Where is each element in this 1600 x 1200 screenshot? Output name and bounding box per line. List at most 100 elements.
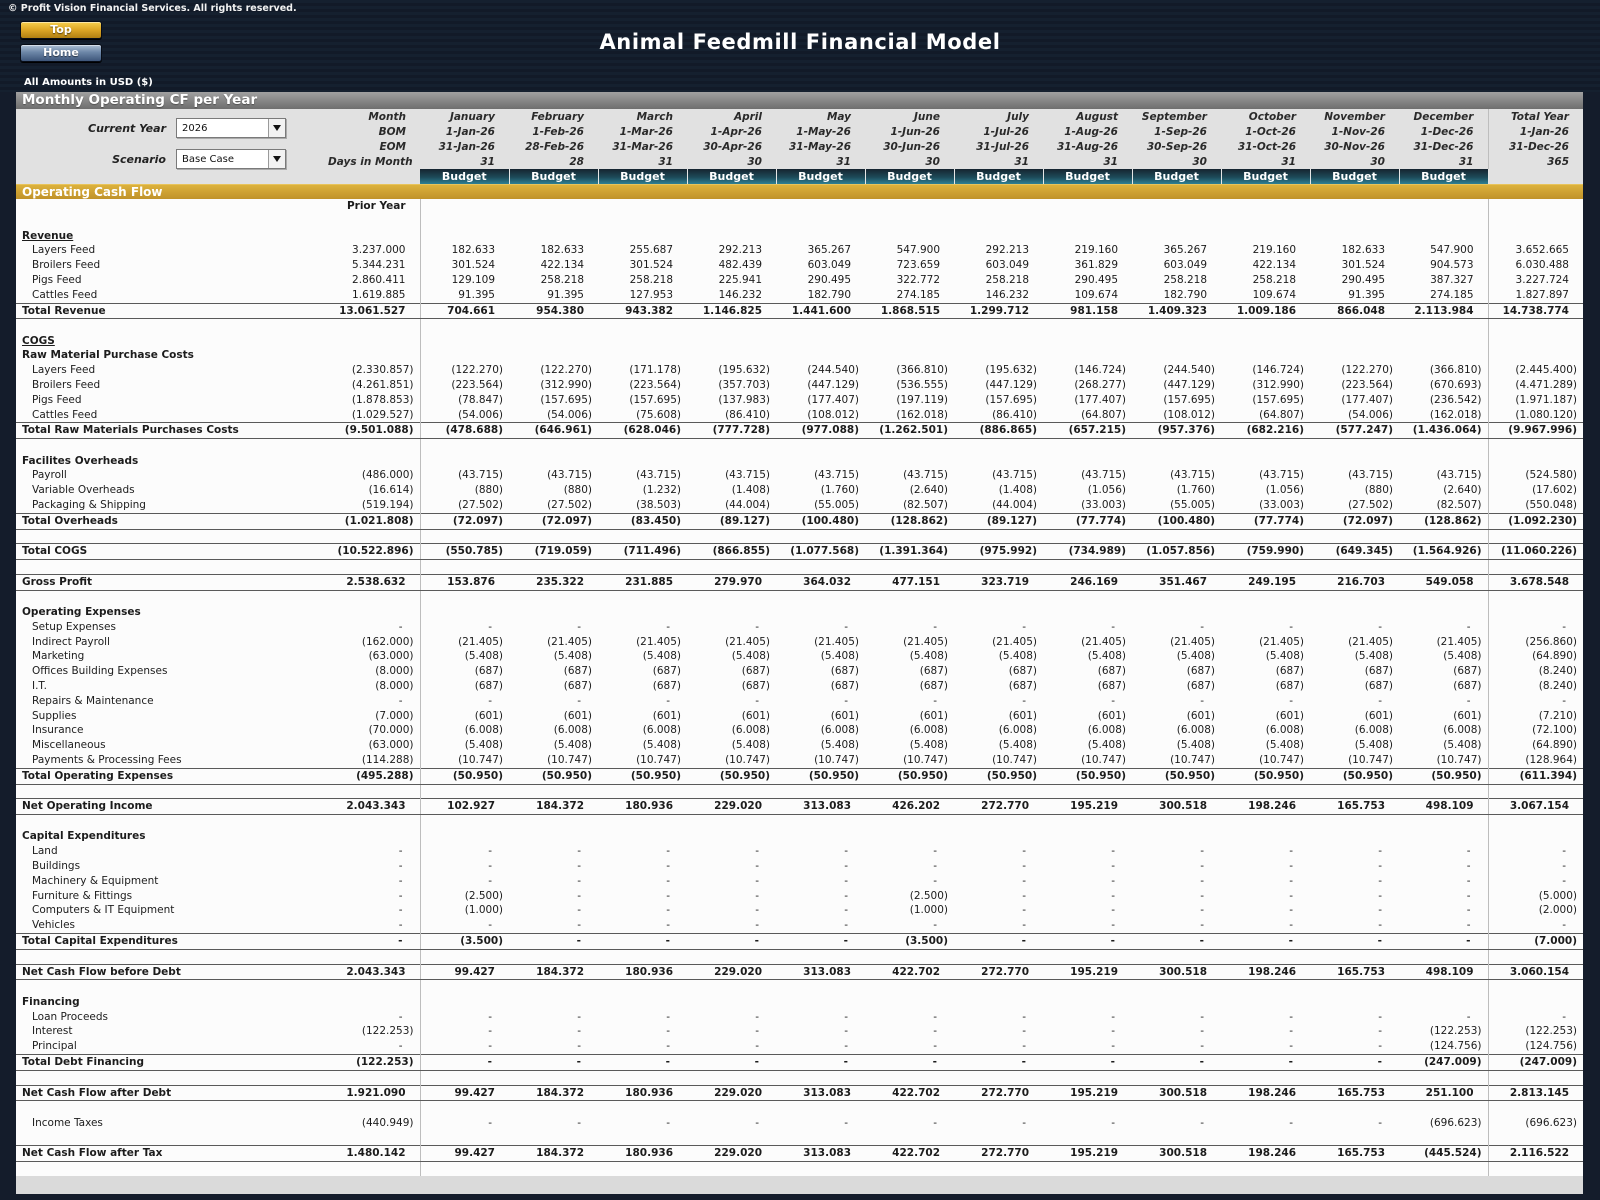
value-cell[interactable] xyxy=(509,334,598,349)
month-value-cell[interactable]: 549.058 xyxy=(1399,573,1488,591)
value-cell[interactable] xyxy=(954,784,1043,799)
month-value-cell[interactable]: 323.719 xyxy=(954,573,1043,591)
calendar-row-label[interactable]: Days in Month xyxy=(328,155,413,168)
month-value-cell[interactable]: - xyxy=(1466,845,1471,858)
value-cell[interactable] xyxy=(1132,439,1221,454)
month-value-cell[interactable]: - xyxy=(844,1040,848,1053)
total-year-cell[interactable]: (11.060.226) xyxy=(1487,543,1583,561)
total-year-cell[interactable]: (9.967.996) xyxy=(1487,422,1583,440)
prior-year-header-cell[interactable]: Prior Year xyxy=(328,199,421,214)
value-cell[interactable] xyxy=(1043,815,1132,830)
value-cell[interactable] xyxy=(1221,348,1310,363)
value-cell[interactable] xyxy=(328,333,421,349)
value-cell[interactable] xyxy=(1132,214,1221,229)
month-value-cell[interactable]: - xyxy=(666,1116,670,1129)
month-value-cell[interactable]: (649.345) xyxy=(1310,543,1399,561)
month-value-cell[interactable]: (646.961) xyxy=(509,422,598,440)
value-cell[interactable] xyxy=(865,454,954,469)
month-value-cell[interactable]: 498.109 xyxy=(1399,798,1488,816)
month-value-cell[interactable]: (5.408) xyxy=(998,739,1037,752)
value-cell[interactable] xyxy=(954,1130,1043,1145)
row-label-cell[interactable]: Loan Proceeds xyxy=(32,1010,109,1023)
prior-year-cell[interactable]: (1.878.853) xyxy=(328,392,421,408)
month-value-cell[interactable]: (54.006) xyxy=(1348,408,1393,421)
month-value-cell[interactable]: - xyxy=(1111,845,1115,858)
budget-header-cell[interactable]: Budget xyxy=(776,169,866,184)
month-value-cell[interactable]: 426.202 xyxy=(865,798,954,816)
month-value-cell[interactable]: (177.407) xyxy=(1074,393,1126,406)
value-cell[interactable] xyxy=(687,605,776,620)
value-cell[interactable] xyxy=(954,815,1043,830)
calendar-value-cell[interactable]: 31-Mar-26 xyxy=(612,140,673,153)
month-value-cell[interactable]: (10.747) xyxy=(1259,753,1304,766)
budget-header-cell[interactable]: Budget xyxy=(1310,169,1400,184)
value-cell[interactable] xyxy=(865,1161,954,1176)
month-value-cell[interactable]: - xyxy=(1200,845,1204,858)
value-cell[interactable] xyxy=(687,560,776,575)
total-year-cell[interactable]: (2.000) xyxy=(1487,903,1583,919)
month-value-cell[interactable]: (312.990) xyxy=(540,379,592,392)
value-cell[interactable] xyxy=(1221,980,1310,995)
section-label-cell[interactable]: Operating Expenses xyxy=(22,606,141,619)
current-year-dropdown[interactable]: 2026 xyxy=(176,118,286,138)
value-cell[interactable] xyxy=(1310,590,1399,605)
value-cell[interactable] xyxy=(598,560,687,575)
month-value-cell[interactable]: 184.372 xyxy=(509,798,598,816)
month-value-cell[interactable]: (27.502) xyxy=(458,498,503,511)
value-cell[interactable] xyxy=(509,815,598,830)
month-value-cell[interactable]: (1.391.364) xyxy=(865,543,954,561)
row-label-cell[interactable]: Payments & Processing Fees xyxy=(32,753,182,766)
month-value-cell[interactable]: - xyxy=(1466,694,1471,707)
value-cell[interactable] xyxy=(1043,1070,1132,1085)
month-value-cell[interactable]: (146.724) xyxy=(1074,364,1126,377)
month-value-cell[interactable]: 477.151 xyxy=(865,573,954,591)
month-value-cell[interactable]: - xyxy=(1289,919,1293,932)
month-value-cell[interactable]: - xyxy=(1132,933,1221,950)
value-cell[interactable] xyxy=(1487,1130,1583,1146)
value-cell[interactable] xyxy=(420,1070,509,1085)
month-value-cell[interactable]: 301.524 xyxy=(1341,259,1385,272)
row-label-cell[interactable]: Pigs Feed xyxy=(32,273,82,286)
month-value-cell[interactable]: (687) xyxy=(563,680,592,692)
month-value-cell[interactable]: 165.753 xyxy=(1310,798,1399,816)
value-cell[interactable] xyxy=(509,784,598,799)
month-value-cell[interactable]: - xyxy=(933,845,937,858)
value-cell[interactable] xyxy=(954,319,1043,334)
month-value-cell[interactable]: (759.990) xyxy=(1221,543,1310,561)
month-value-cell[interactable]: (43.715) xyxy=(547,469,592,482)
month-value-cell[interactable]: - xyxy=(1289,860,1293,873)
month-value-cell[interactable]: - xyxy=(844,620,848,633)
value-cell[interactable] xyxy=(865,229,954,244)
month-value-cell[interactable]: (5.408) xyxy=(1354,739,1393,752)
month-value-cell[interactable]: - xyxy=(577,845,581,858)
prior-year-cell[interactable]: (4.261.851) xyxy=(328,378,421,393)
month-value-cell[interactable]: (195.632) xyxy=(985,364,1037,377)
calendar-value-cell[interactable]: 365 xyxy=(1487,154,1583,169)
value-cell[interactable] xyxy=(509,1101,598,1116)
month-value-cell[interactable]: - xyxy=(755,874,759,887)
total-year-cell[interactable]: (124.756) xyxy=(1487,1039,1583,1055)
calendar-value-cell[interactable]: Total Year xyxy=(1487,109,1583,124)
month-value-cell[interactable]: - xyxy=(1289,904,1293,917)
month-value-cell[interactable]: (21.405) xyxy=(725,635,770,648)
value-cell[interactable] xyxy=(687,439,776,454)
value-cell[interactable] xyxy=(1487,199,1583,214)
value-cell[interactable] xyxy=(1487,949,1583,965)
calendar-row-label[interactable]: BOM xyxy=(378,125,406,138)
month-value-cell[interactable]: (43.715) xyxy=(992,469,1037,482)
month-value-cell[interactable]: - xyxy=(598,1053,687,1071)
month-value-cell[interactable]: (5.408) xyxy=(642,739,681,752)
row-label-cell[interactable]: Total Revenue xyxy=(16,302,328,320)
month-value-cell[interactable]: 99.427 xyxy=(420,1144,509,1162)
month-value-cell[interactable]: 272.770 xyxy=(954,1084,1043,1102)
row-label-cell[interactable]: Net Operating Income xyxy=(16,798,328,816)
month-value-cell[interactable]: 422.702 xyxy=(865,963,954,981)
calendar-value-cell[interactable]: 1-Jul-26 xyxy=(983,125,1029,138)
month-value-cell[interactable]: - xyxy=(1399,933,1488,950)
top-button[interactable]: Top xyxy=(20,21,102,39)
month-value-cell[interactable]: (687) xyxy=(1097,665,1126,678)
month-value-cell[interactable]: 981.158 xyxy=(1043,302,1132,320)
month-value-cell[interactable]: - xyxy=(1111,620,1115,633)
month-value-cell[interactable]: (10.747) xyxy=(1081,753,1126,766)
month-value-cell[interactable]: 91.395 xyxy=(458,288,495,301)
